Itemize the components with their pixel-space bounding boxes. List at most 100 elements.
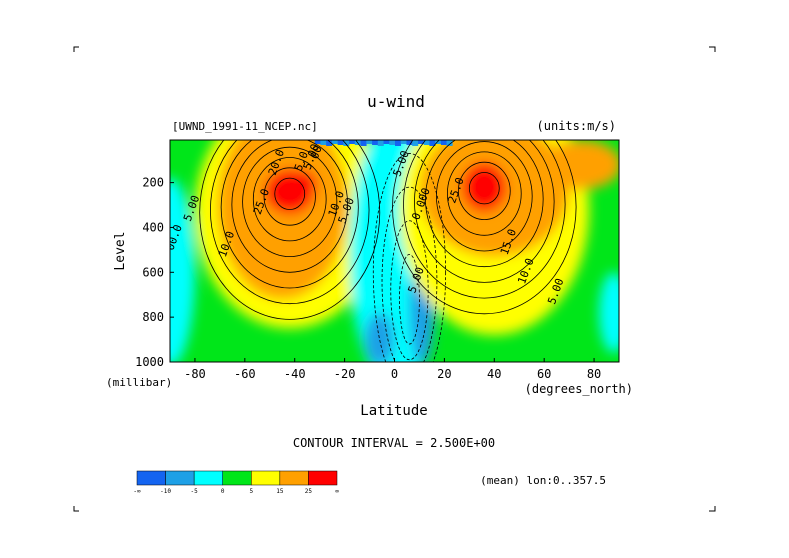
colorbar-label: 0 [221, 488, 225, 495]
x-axis-label: Latitude [360, 403, 427, 419]
x-tick-label: -20 [334, 367, 356, 381]
contour-band [599, 272, 619, 354]
y-tick-label: 800 [142, 310, 164, 324]
y-tick-label: 200 [142, 176, 164, 190]
contour-interval-label: CONTOUR INTERVAL = 2.500E+00 [293, 436, 495, 450]
y-unit-label: (millibar) [106, 376, 172, 389]
colorbar-swatch [193, 470, 223, 486]
contour-line [403, 140, 566, 299]
contour-band [541, 140, 619, 190]
strip-cell [320, 140, 327, 145]
y-axis-ticks: 200 400 600 800 1000 [135, 176, 174, 369]
contour-line [457, 161, 511, 221]
strip-cell [412, 140, 419, 146]
colorbar-label: ∞ [335, 488, 339, 495]
y-tick-label: 1000 [135, 355, 164, 369]
corner-mark-top-right [709, 46, 716, 52]
contour-line [263, 167, 316, 226]
strip-cell [417, 140, 424, 144]
strip-cell [383, 140, 390, 144]
colorbar-label: 5 [249, 488, 253, 495]
strip-cell [429, 140, 436, 146]
colorbar-label: 15 [276, 488, 284, 495]
y-tick-label: 600 [142, 265, 164, 279]
contour-line [242, 146, 338, 258]
contour-band-group [170, 140, 619, 362]
upper-level-strip [314, 140, 453, 146]
contour-band [170, 178, 195, 362]
strip-cell [349, 140, 356, 144]
contour-line [372, 153, 447, 362]
contour-line [390, 220, 429, 361]
filled-contour-bands [170, 140, 619, 362]
contour-line [252, 157, 327, 242]
contour-line [199, 140, 381, 320]
corner-mark-top-left [73, 46, 79, 52]
contour-label: 5.0 [292, 150, 311, 173]
strip-cell [394, 140, 401, 146]
colorbar-label: 25 [305, 488, 313, 495]
contour-line [274, 177, 306, 210]
x-tick-label: -60 [234, 367, 256, 381]
strip-cell [423, 140, 430, 145]
colorbar-swatch [222, 470, 252, 486]
x-tick-label: 40 [487, 367, 501, 381]
contour-line [210, 140, 370, 305]
colorbar: -∞ -10 -5 0 5 15 25 ∞ [133, 470, 339, 495]
x-tick-label: 60 [537, 367, 551, 381]
contour-line [468, 172, 500, 205]
strip-cell [400, 140, 407, 144]
contour-lines [199, 140, 577, 362]
x-tick-label: -80 [184, 367, 206, 381]
contour-line [425, 140, 544, 268]
contour-line [446, 151, 522, 236]
corner-marks [73, 46, 716, 512]
contour-line [436, 141, 533, 252]
colorbar-label: -∞ [133, 488, 141, 495]
strip-cell [446, 140, 453, 146]
mean-longitude-label: (mean) lon:0..357.5 [480, 474, 606, 487]
y-tick-label: 400 [142, 220, 164, 234]
contour-line [231, 140, 348, 273]
corner-mark-bottom-left [73, 506, 79, 512]
strip-cell [343, 140, 350, 146]
colorbar-swatch [136, 470, 166, 486]
contour-band [364, 312, 395, 362]
strip-cell [366, 140, 373, 144]
contour-line [414, 140, 555, 283]
contour-line [381, 186, 438, 362]
strip-cell [440, 140, 447, 145]
strip-cell [406, 140, 413, 145]
strip-cell [314, 140, 321, 144]
x-tick-label: 80 [587, 367, 601, 381]
x-tick-label: -40 [284, 367, 306, 381]
strip-cell [337, 140, 344, 145]
contour-label: 00 [308, 144, 325, 161]
x-tick-label: 20 [437, 367, 451, 381]
colorbar-swatch [165, 470, 195, 486]
units-label: (units:m/s) [537, 119, 616, 133]
x-tick-label: 0 [391, 367, 398, 381]
y-axis-label: Level [113, 231, 128, 270]
strip-cell [326, 140, 333, 146]
corner-mark-bottom-right [709, 506, 716, 512]
contour-band [461, 162, 507, 212]
contour-line [220, 140, 359, 289]
colorbar-label: -5 [191, 488, 199, 495]
strip-cell [389, 140, 396, 145]
strip-cell [360, 140, 367, 146]
contour-line [399, 253, 420, 345]
strip-cell [372, 140, 379, 145]
colorbar-swatch [279, 470, 309, 486]
source-label: [UWND_1991-11_NCEP.nc] [172, 120, 318, 133]
x-axis-ticks: -80 -60 -40 -20 0 20 40 60 80 [184, 358, 601, 381]
strip-cell [331, 140, 338, 144]
chart-title: u-wind [367, 92, 425, 111]
strip-cell [377, 140, 384, 146]
colorbar-label: -10 [160, 488, 171, 495]
colorbar-swatch [251, 470, 281, 486]
strip-cell [435, 140, 442, 144]
contour-band [287, 170, 318, 198]
